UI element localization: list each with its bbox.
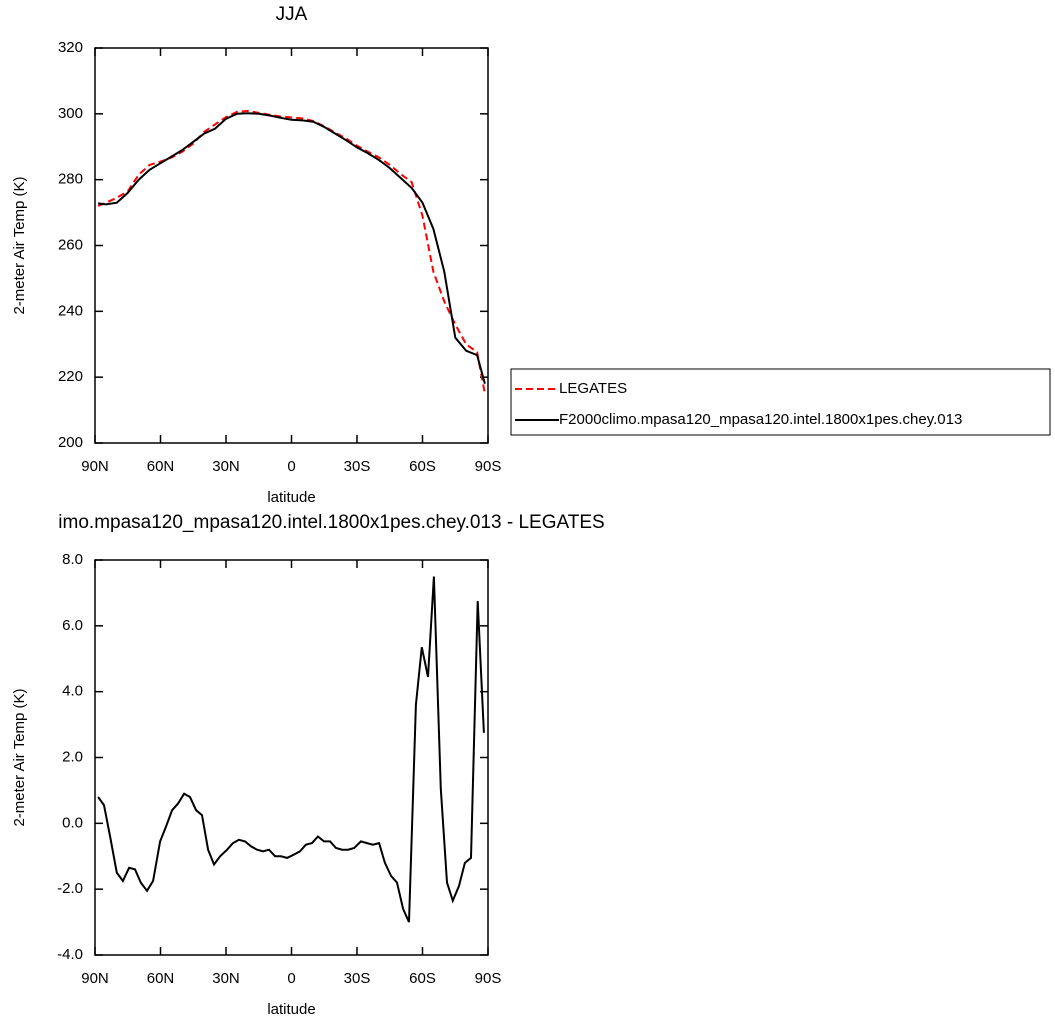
y-tick-label: 0.0 [62,814,83,831]
y-tick-label: 8.0 [62,551,83,568]
x-tick-label: 90S [475,970,502,987]
y-axis-label: 2-meter Air Temp (K) [11,688,28,826]
y-tick-label: -2.0 [57,880,83,897]
x-tick-label: 30S [344,970,371,987]
legend-label: LEGATES [559,380,627,397]
x-tick-label: 30S [344,458,371,475]
x-tick-label: 90S [475,458,502,475]
y-tick-label: 200 [58,434,83,451]
y-tick-label: 240 [58,302,83,319]
x-tick-label: 30N [212,970,240,987]
x-axis-label: latitude [267,1001,315,1018]
y-tick-label: 260 [58,236,83,253]
y-axis-label: 2-meter Air Temp (K) [11,176,28,314]
x-tick-label: 60S [409,458,436,475]
x-tick-label: 0 [287,970,295,987]
y-tick-label: 320 [58,39,83,56]
x-tick-label: 90N [81,458,109,475]
x-tick-label: 30N [212,458,240,475]
y-tick-label: 6.0 [62,617,83,634]
chart-title: JJA [276,4,308,25]
x-tick-label: 90N [81,970,109,987]
y-tick-label: 280 [58,171,83,188]
x-tick-label: 60S [409,970,436,987]
plot-frame [94,559,489,956]
data-line [97,109,486,394]
y-tick-label: 300 [58,105,83,122]
y-tick-label: 220 [58,368,83,385]
data-line [97,112,486,385]
plot-frame [94,47,489,444]
x-tick-label: 60N [147,970,175,987]
x-tick-label: 0 [287,458,295,475]
chart-title: imo.mpasa120_mpasa120.intel.1800x1pes.ch… [58,512,604,533]
x-axis-label: latitude [267,489,315,506]
y-tick-label: 2.0 [62,748,83,765]
x-tick-label: 60N [147,458,175,475]
y-tick-label: 4.0 [62,683,83,700]
legend-label: F2000climo.mpasa120_mpasa120.intel.1800x… [559,411,962,428]
legend-box [510,368,1051,436]
y-tick-label: -4.0 [57,946,83,963]
data-line [97,576,485,923]
